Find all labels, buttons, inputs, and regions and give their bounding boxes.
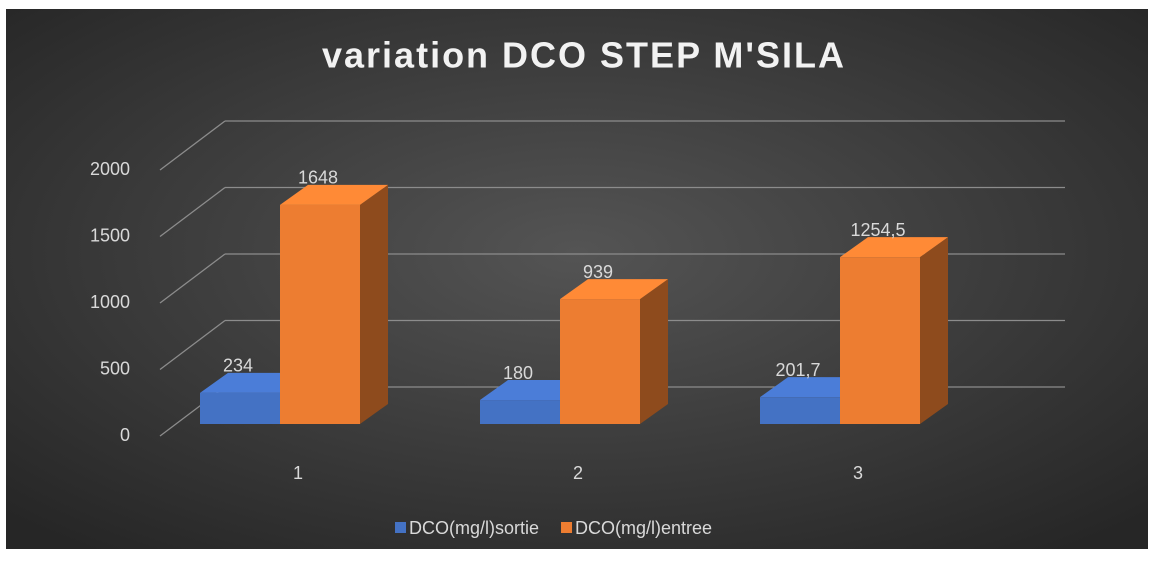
bar-side <box>640 279 668 424</box>
bar-front <box>480 400 560 424</box>
bar-top <box>560 279 668 300</box>
x-tick-label: 1 <box>293 463 303 483</box>
data-label: 1648 <box>298 168 338 188</box>
bar-front <box>560 299 640 424</box>
legend-label: DCO(mg/l)sortie <box>409 518 539 538</box>
grid-line-side <box>159 186 226 238</box>
data-label: 201,7 <box>775 360 820 380</box>
bar <box>560 279 668 424</box>
y-tick-label: 1000 <box>90 292 130 312</box>
grid-line-side <box>159 120 226 171</box>
bar-side <box>920 237 948 424</box>
data-label: 939 <box>583 262 613 282</box>
data-label: 180 <box>503 363 533 383</box>
chart-title: variation DCO STEP M'SILA <box>322 35 846 76</box>
bar-front <box>760 397 840 424</box>
chart-background <box>6 9 1148 549</box>
bar-front <box>840 257 920 424</box>
x-tick-label: 2 <box>573 463 583 483</box>
bar-front <box>280 204 360 424</box>
grid-line-side <box>159 319 226 371</box>
bar-top <box>280 184 388 205</box>
bar-front <box>200 392 280 424</box>
bar-top <box>840 237 948 258</box>
grid-line-side <box>159 253 226 304</box>
bar-side <box>360 184 388 424</box>
bar <box>280 184 388 424</box>
y-tick-label: 2000 <box>90 159 130 179</box>
legend-label: DCO(mg/l)entree <box>575 518 712 538</box>
y-tick-label: 500 <box>100 358 130 378</box>
legend-swatch <box>561 522 573 533</box>
bar <box>840 237 948 424</box>
data-label: 234 <box>223 356 253 376</box>
y-tick-label: 1500 <box>90 225 130 245</box>
legend-swatch <box>395 522 406 533</box>
data-label: 1254,5 <box>850 220 905 240</box>
y-tick-label: 0 <box>120 425 130 445</box>
x-tick-label: 3 <box>853 463 863 483</box>
